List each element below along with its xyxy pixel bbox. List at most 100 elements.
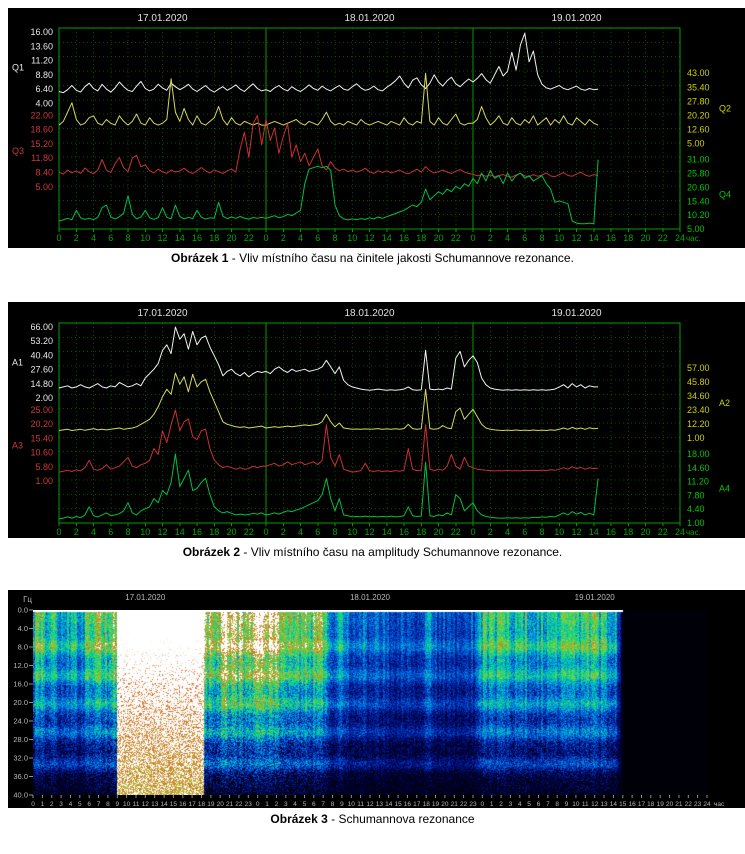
hour-tick-label: 16 bbox=[628, 801, 636, 808]
y-axis-tick-label-Q1: 4.00 bbox=[35, 98, 53, 108]
x-axis-tick-label: 0 bbox=[263, 527, 268, 537]
x-axis-tick-label: 6 bbox=[522, 233, 527, 243]
y-axis-tick-label-A4: 14.60 bbox=[687, 463, 710, 473]
y-axis-tick-label-Q3: 15.20 bbox=[30, 139, 53, 149]
date-label: 18.01.2020 bbox=[344, 13, 394, 24]
hour-tick-label: 8 bbox=[106, 801, 110, 808]
hour-tick-label: 0 bbox=[31, 801, 35, 808]
y-axis-tick-label-A1: 66.00 bbox=[30, 322, 53, 332]
x-axis-tick-label: 14 bbox=[382, 233, 392, 243]
y-axis-tick-label-Q4: 25.80 bbox=[687, 169, 710, 179]
hour-tick-label: 8 bbox=[555, 801, 559, 808]
x-axis-tick-label: 6 bbox=[522, 527, 527, 537]
x-axis-tick-label: 20 bbox=[226, 527, 236, 537]
hour-tick-label: 22 bbox=[685, 801, 693, 808]
hour-tick-label: 23 bbox=[694, 801, 702, 808]
grid bbox=[58, 27, 681, 232]
x-axis-tick-label: 4 bbox=[505, 233, 510, 243]
y-axis-tick-label-Q4: 31.00 bbox=[687, 155, 710, 165]
x-axis-tick-label: 22 bbox=[451, 233, 461, 243]
y-axis-tick-label-Q3: 22.00 bbox=[30, 110, 53, 120]
x-axis-tick-label: 6 bbox=[315, 527, 320, 537]
y-axis-tick-label-A4: 18.00 bbox=[687, 449, 710, 459]
y-axis-tick-label-A4: 7.80 bbox=[687, 490, 705, 500]
date-label: 17.01.2020 bbox=[125, 593, 166, 602]
y-axis-tick-label-Q2: 35.40 bbox=[687, 82, 710, 92]
axis-name-A2: A2 bbox=[719, 398, 730, 408]
y-axis-tick-label-Q2: 43.00 bbox=[687, 68, 710, 78]
y-axis-tick-label-Q4: 10.20 bbox=[687, 210, 710, 220]
x-axis-tick-label: 8 bbox=[539, 233, 544, 243]
y-axis-tick-label-Q2: 20.20 bbox=[687, 110, 710, 120]
freq-tick-label: 0.0 bbox=[18, 606, 28, 615]
y-axis-tick-label-Q2: 5.00 bbox=[687, 139, 705, 149]
hour-tick-label: 14 bbox=[385, 801, 393, 808]
hour-tick-label: 21 bbox=[226, 801, 234, 808]
x-axis-tick-label: 12 bbox=[157, 233, 167, 243]
series-A4 bbox=[58, 453, 599, 520]
x-axis-unit-label: час. bbox=[686, 528, 701, 537]
y-axis-tick-label-A2: 45.80 bbox=[687, 377, 710, 387]
x-axis-tick-label: 8 bbox=[332, 527, 337, 537]
figure-2-caption-label: Obrázek 2 bbox=[182, 545, 241, 559]
figure-3-caption: Obrázek 3 - Schumannova rezonance bbox=[0, 812, 745, 826]
x-axis-tick-label: 20 bbox=[226, 233, 236, 243]
x-axis-tick-label: 0 bbox=[56, 233, 61, 243]
x-axis-unit-label: час bbox=[714, 801, 725, 808]
figure-2-caption-text: - Vliv místního času na amplitudy Schuma… bbox=[240, 545, 563, 559]
hour-tick-label: 4 bbox=[518, 801, 522, 808]
y-axis-tick-label-A2: 1.00 bbox=[687, 433, 705, 443]
series-Q3 bbox=[58, 114, 599, 178]
amplitude-chart: 0 2 4 6 8 10 12 14 16 18 20 22 0 2 4 6 8 10 12 14 16 18 20 22 0 2… bbox=[12, 308, 730, 537]
hour-tick-label: 23 bbox=[469, 801, 477, 808]
hour-tick-label: 1 bbox=[490, 801, 494, 808]
x-axis-tick-label: 0 bbox=[263, 233, 268, 243]
hour-tick-label: 20 bbox=[217, 801, 225, 808]
hour-tick-label: 13 bbox=[151, 801, 159, 808]
x-axis-tick-label: 16 bbox=[606, 527, 616, 537]
date-label: 18.01.2020 bbox=[350, 593, 391, 602]
y-axis-tick-label-A3: 25.00 bbox=[30, 405, 53, 415]
x-axis-tick-label: 16 bbox=[399, 233, 409, 243]
x-axis-tick-label: 12 bbox=[364, 527, 374, 537]
hour-tick-label: 17 bbox=[188, 801, 196, 808]
y-axis-tick-label-A4: 11.20 bbox=[687, 477, 709, 487]
x-axis-tick-label: 8 bbox=[125, 233, 130, 243]
x-axis-tick-label: 4 bbox=[505, 527, 510, 537]
freq-tick-label: 36.0 bbox=[13, 772, 28, 781]
date-label: 18.01.2020 bbox=[344, 308, 394, 319]
x-axis-tick-label: 8 bbox=[125, 527, 130, 537]
y-axis-tick-label-Q4: 5.00 bbox=[687, 224, 705, 234]
x-axis-tick-label: 14 bbox=[382, 527, 392, 537]
x-axis-tick-label: 18 bbox=[623, 233, 633, 243]
hour-tick-label: 0 bbox=[480, 801, 484, 808]
y-axis-tick-label-Q2: 27.80 bbox=[687, 96, 710, 106]
hour-tick-label: 21 bbox=[675, 801, 683, 808]
x-axis-tick-label: 12 bbox=[571, 233, 581, 243]
y-axis-tick-label-A2: 23.40 bbox=[687, 405, 710, 415]
hour-tick-label: 22 bbox=[235, 801, 243, 808]
quality-factor-chart: 0 2 4 6 8 10 12 14 16 18 20 22 0 2 4 6 8 10 12 14 16 18 20 22 0 2… bbox=[12, 13, 731, 243]
freq-tick-label: 32.0 bbox=[13, 754, 28, 763]
series-Q2 bbox=[58, 72, 599, 126]
date-label: 19.01.2020 bbox=[551, 308, 601, 319]
hour-tick-label: 5 bbox=[303, 801, 307, 808]
x-axis-tick-label: 6 bbox=[108, 233, 113, 243]
y-axis-tick-label-Q1: 11.20 bbox=[31, 56, 53, 66]
figure-3-caption-text: - Schumannova rezonance bbox=[327, 812, 475, 826]
x-axis-tick-label: 20 bbox=[640, 527, 650, 537]
hour-tick-label: 7 bbox=[97, 801, 101, 808]
y-axis-tick-label-A1: 53.20 bbox=[30, 336, 53, 346]
x-axis-tick-label: 22 bbox=[244, 527, 254, 537]
axis-name-Q1: Q1 bbox=[12, 63, 24, 73]
x-axis-tick-label: 4 bbox=[298, 527, 303, 537]
hour-tick-label: 19 bbox=[657, 801, 665, 808]
y-axis-tick-label-Q2: 12.60 bbox=[687, 125, 710, 135]
y-axis-tick-label-Q3: 8.40 bbox=[35, 168, 53, 178]
y-axis-tick-label-A1: 14.80 bbox=[30, 379, 53, 389]
hour-tick-label: 17 bbox=[638, 801, 646, 808]
x-axis-tick-label: 0 bbox=[470, 233, 475, 243]
x-axis-tick-label: 10 bbox=[347, 233, 357, 243]
hour-tick-label: 3 bbox=[284, 801, 288, 808]
hour-tick-label: 1 bbox=[41, 801, 45, 808]
